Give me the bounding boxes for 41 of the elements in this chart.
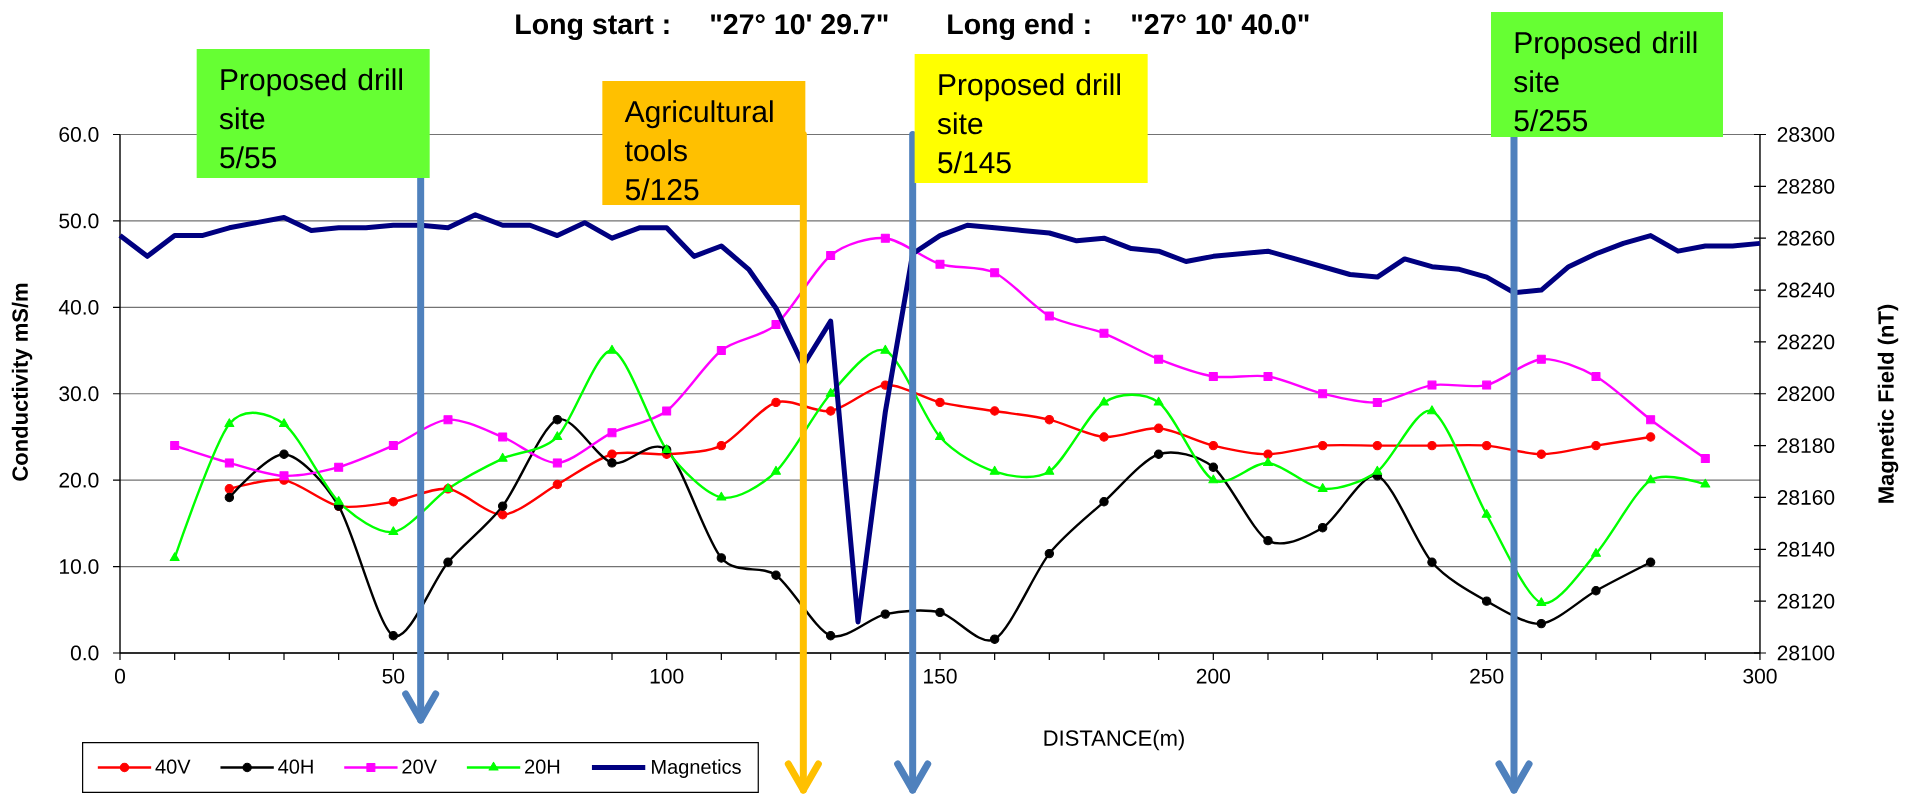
- y2-tick-label: 28180: [1777, 438, 1835, 454]
- y-axis-title: Conductivity mS/m: [11, 283, 33, 481]
- text: "27° 10' 40.0": [1132, 14, 1309, 35]
- y-tick-label: 60.0: [59, 127, 99, 142]
- text: Long start :: [516, 14, 669, 41]
- ref-line-label: Agricultural tools 5/125: [624, 100, 773, 201]
- y2-tick-label: 28100: [1777, 645, 1835, 661]
- legend-label: 40V: [155, 759, 191, 774]
- y-tick-label: 10.0: [60, 559, 99, 575]
- y2-tick-label: 28240: [1777, 282, 1835, 298]
- x-tick-label: 300: [1743, 668, 1777, 684]
- x-tick-label: 150: [924, 668, 957, 684]
- x-tick-label: 100: [650, 668, 684, 684]
- y2-tick-label: 28160: [1777, 490, 1835, 505]
- y2-axis-title: Magnetic Field (nT): [1877, 304, 1899, 503]
- x-tick-label: 200: [1196, 668, 1231, 684]
- y-tick-label: 30.0: [59, 386, 99, 402]
- legend-label: 40H: [278, 759, 313, 774]
- y2-tick-label: 28300: [1777, 127, 1835, 142]
- legend-label: 20V: [402, 759, 437, 774]
- x-tick-label: 50: [382, 668, 405, 684]
- ref-line-label: Proposed drill site 5/255: [1514, 31, 1697, 132]
- x-axis-title: DISTANCE(m): [1044, 729, 1184, 751]
- y2-tick-label: 28260: [1777, 230, 1835, 246]
- legend-label: Magnetics: [652, 759, 741, 778]
- text: Long end :: [948, 13, 1090, 41]
- ref-line-label: Proposed drill site 5/145: [937, 73, 1120, 174]
- x-tick-label: 250: [1470, 668, 1504, 684]
- legend-label: 20H: [525, 759, 560, 774]
- y-tick-label: 20.0: [59, 472, 99, 488]
- y-tick-label: 0.0: [70, 645, 99, 661]
- y2-tick-label: 28220: [1777, 334, 1835, 350]
- x-tick-label: 0: [114, 668, 126, 684]
- y-tick-label: 40.0: [58, 299, 99, 315]
- y2-tick-label: 28120: [1777, 593, 1835, 609]
- y2-tick-label: 28280: [1777, 178, 1835, 194]
- y-tick-label: 50.0: [59, 213, 99, 229]
- y2-tick-label: 28140: [1777, 541, 1835, 557]
- y2-tick-label: 28200: [1777, 386, 1835, 402]
- ref-line-label: Proposed drill site 5/55: [219, 68, 402, 169]
- text: "27° 10' 29.7": [711, 14, 888, 35]
